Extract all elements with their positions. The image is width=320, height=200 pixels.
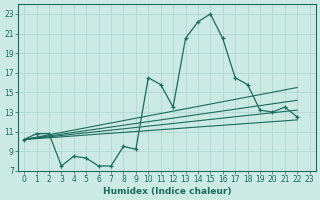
X-axis label: Humidex (Indice chaleur): Humidex (Indice chaleur): [103, 187, 231, 196]
